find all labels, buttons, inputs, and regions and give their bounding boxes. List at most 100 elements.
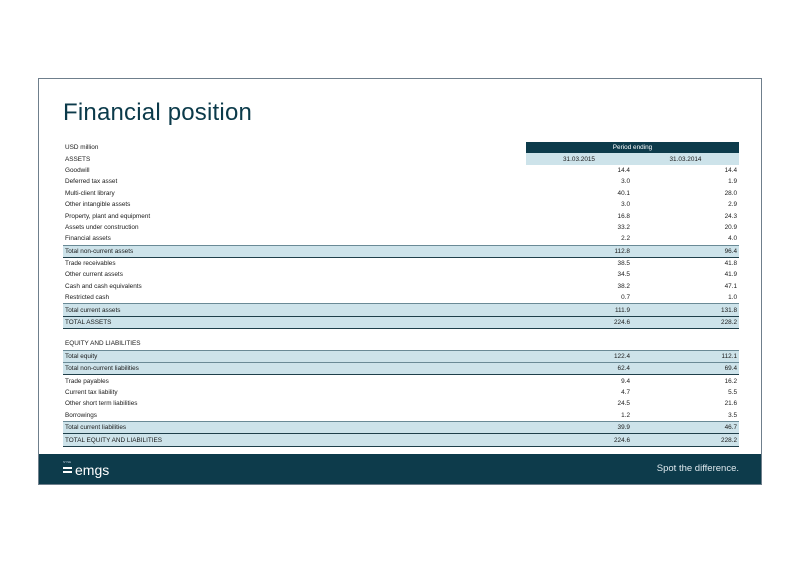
column-header-2014: 31.03.2014 (632, 153, 740, 165)
unit-label: USD million (65, 144, 99, 152)
row-label: Borrowings (65, 411, 97, 419)
table-row: Total non-current assets 112.8 96.4 (63, 244, 740, 258)
table-row: Total current liabilities 39.9 46.7 (63, 420, 740, 434)
table-row: Other short term liabilities 24.5 21.6 (63, 398, 740, 410)
value-2015: 4.7 (526, 386, 632, 399)
value-2014: 1.0 (632, 292, 740, 304)
value-2014: 228.2 (632, 433, 740, 447)
logo-wave-icon (63, 467, 72, 473)
row-label: Goodwill (65, 166, 90, 174)
value-2014: 24.3 (632, 210, 740, 222)
value-2014: 28.0 (632, 187, 740, 199)
table-row: Total equity 122.4 112.1 (63, 349, 740, 363)
value-2014: 131.8 (632, 303, 740, 317)
row-label: TOTAL ASSETS (63, 315, 526, 330)
value-2015: 39.9 (526, 420, 632, 434)
period-header: Period ending (526, 142, 740, 154)
value-2014: 2.9 (632, 198, 740, 211)
value-2014: 4.0 (632, 233, 740, 246)
value-2015: 3.0 (526, 176, 632, 188)
row-label: Total non-current liabilities (63, 362, 526, 376)
value-2014: 69.4 (632, 362, 740, 376)
column-header-2015: 31.03.2015 (526, 153, 632, 165)
table-row: Current tax liability 4.7 5.5 (63, 386, 740, 399)
table-row: Trade receivables 38.5 41.8 (63, 257, 740, 270)
section-header-row: ASSETS 31.03.2015 31.03.2014 (63, 153, 740, 165)
table-row: Cash and cash equivalents 38.2 47.1 (63, 280, 740, 293)
spacer-row (63, 329, 739, 339)
value-2015: 0.7 (526, 292, 632, 304)
value-2014: 46.7 (632, 420, 740, 434)
value-2015: 24.5 (526, 398, 632, 410)
value-2014: 112.1 (632, 349, 740, 363)
value-2014: 14.4 (632, 164, 740, 177)
page-title: Financial position (63, 99, 253, 126)
slide: Financial position USD million Period en… (38, 78, 762, 485)
value-2015: 122.4 (526, 349, 632, 363)
section-assets-label: ASSETS (65, 155, 91, 163)
row-label: Current tax liability (65, 389, 118, 396)
table-row: Total non-current liabilities 62.4 69.4 (63, 362, 740, 376)
table-row: Other intangible assets 3.0 2.9 (63, 198, 740, 211)
row-label: Multi-client library (65, 189, 115, 197)
value-2014: 47.1 (632, 280, 740, 293)
row-label: Assets under construction (65, 223, 139, 231)
value-2014: 21.6 (632, 398, 740, 410)
value-2014: 5.5 (632, 386, 740, 399)
value-2014: 41.8 (632, 257, 740, 270)
row-label: Property, plant and equipment (65, 212, 151, 220)
value-2015: 62.4 (526, 362, 632, 376)
row-label: TOTAL EQUITY AND LIABILITIES (63, 433, 526, 447)
section-header-row: EQUITY AND LIABILITIES (63, 338, 739, 350)
financial-position-table: USD million Period ending ASSETS 31.03.2… (63, 142, 740, 447)
section-label: EQUITY AND LIABILITIES (65, 340, 141, 348)
table-row: TOTAL ASSETS 224.6 228.2 (63, 315, 740, 330)
row-label: Trade payables (65, 377, 109, 385)
value-2014: 3.5 (632, 409, 740, 422)
table-row: Assets under construction 33.2 20.9 (63, 221, 740, 234)
value-2014: 96.4 (632, 244, 740, 258)
value-2015: 224.6 (526, 433, 632, 447)
logo-small-text: NYSE (63, 460, 72, 464)
row-label: Deferred tax asset (65, 178, 118, 186)
table-row: Deferred tax asset 3.0 1.9 (63, 176, 740, 188)
value-2015: 9.4 (526, 374, 632, 387)
value-2014: 228.2 (632, 315, 740, 330)
table-header-row: USD million Period ending (63, 142, 740, 154)
table-row: Financial assets 2.2 4.0 (63, 233, 740, 246)
table-row: TOTAL EQUITY AND LIABILITIES 224.6 228.2 (63, 433, 740, 447)
value-2015: 34.5 (526, 269, 632, 281)
logo-text: emgs (75, 462, 110, 478)
company-logo: emgs (63, 462, 109, 478)
row-label: Other current assets (65, 271, 123, 279)
value-2015: 14.4 (526, 164, 632, 177)
value-2015: 40.1 (526, 187, 632, 199)
tagline: Spot the difference. (656, 463, 739, 474)
value-2015: 111.9 (526, 303, 632, 317)
value-2015: 112.8 (526, 244, 632, 258)
row-label: Other short term liabilities (65, 400, 138, 408)
value-2014: 20.9 (632, 221, 740, 234)
row-label: Total equity (63, 349, 526, 363)
footer-bar: NYSE emgs Spot the difference. (39, 454, 761, 484)
value-2014: 41.9 (632, 269, 740, 281)
row-label: Financial assets (65, 235, 111, 243)
value-2014: 1.9 (632, 176, 740, 188)
row-label: Cash and cash equivalents (65, 282, 142, 290)
value-2015: 38.5 (526, 257, 632, 270)
row-label: Total current assets (63, 303, 526, 317)
table-row: Goodwill 14.4 14.4 (63, 164, 740, 177)
value-2015: 38.2 (526, 280, 632, 293)
value-2015: 2.2 (526, 233, 632, 246)
table-row: Restricted cash 0.7 1.0 (63, 292, 740, 304)
row-label: Total current liabilities (63, 420, 526, 434)
value-2014: 16.2 (632, 374, 740, 387)
table-row: Multi-client library 40.1 28.0 (63, 187, 740, 199)
table-row: Other current assets 34.5 41.9 (63, 269, 740, 281)
value-2015: 16.8 (526, 210, 632, 222)
value-2015: 33.2 (526, 221, 632, 234)
table-row: Trade payables 9.4 16.2 (63, 374, 740, 387)
value-2015: 3.0 (526, 198, 632, 211)
table-row: Total current assets 111.9 131.8 (63, 303, 740, 317)
row-label: Trade receivables (65, 260, 116, 268)
